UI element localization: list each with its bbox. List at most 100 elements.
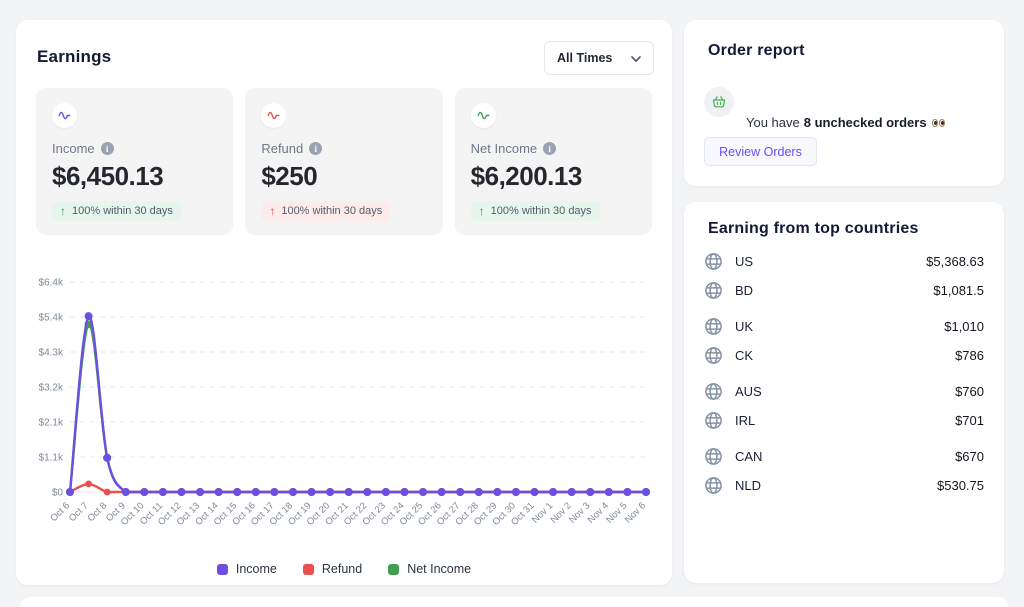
data-point-income[interactable] — [214, 488, 223, 496]
country-code: AUS — [735, 384, 762, 399]
unchecked-orders-message: You have 8 unchecked orders — [746, 115, 945, 130]
data-point-income[interactable] — [103, 453, 112, 462]
data-point-income[interactable] — [66, 488, 74, 496]
time-filter-dropdown[interactable]: All Times — [544, 41, 654, 75]
country-code: US — [735, 254, 754, 269]
activity-icon — [261, 103, 287, 128]
data-point-income[interactable] — [158, 488, 167, 496]
data-point-income[interactable] — [233, 488, 242, 496]
country-code: CAN — [735, 449, 763, 464]
data-point-income[interactable] — [177, 488, 186, 496]
series-line-income — [68, 314, 648, 494]
country-row: CK $786 — [704, 341, 984, 370]
country-code: NLD — [735, 478, 762, 493]
stat-label: Refund — [261, 141, 304, 156]
y-tick-label: $2.1k — [39, 418, 64, 429]
data-point-income[interactable] — [437, 488, 446, 496]
country-amount: $5,368.63 — [926, 254, 984, 269]
legend-swatch — [216, 563, 228, 575]
data-point-income[interactable] — [586, 488, 595, 496]
order-report-panel: Order report You have 8 unchecked orders… — [684, 20, 1004, 186]
x-tick-label: Oct 8 — [85, 500, 109, 524]
stat-label: Income — [52, 141, 95, 156]
data-point-refund[interactable] — [85, 480, 92, 488]
data-point-income[interactable] — [344, 488, 353, 496]
data-point-income[interactable] — [567, 488, 576, 496]
data-point-income[interactable] — [196, 488, 205, 496]
trend-badge: ↑ 100% within 30 days — [52, 201, 181, 221]
top-countries-panel: Earning from top countries US $5,368.63 … — [684, 202, 1004, 583]
data-point-income[interactable] — [623, 488, 632, 496]
country-code: IRL — [735, 413, 756, 428]
y-tick-label: $1.1k — [39, 453, 64, 464]
data-point-income[interactable] — [419, 488, 428, 496]
y-tick-label: $0 — [52, 488, 64, 499]
review-orders-button[interactable]: Review Orders — [704, 137, 817, 166]
country-code: UK — [735, 319, 754, 334]
info-icon[interactable]: i — [100, 142, 114, 155]
message-bold: 8 unchecked orders — [803, 115, 927, 130]
data-point-income[interactable] — [381, 488, 390, 496]
legend-item-net-income[interactable]: Net Income — [388, 562, 471, 576]
legend-label: Net Income — [407, 562, 472, 576]
data-point-income[interactable] — [270, 488, 279, 496]
country-amount: $760 — [955, 384, 984, 399]
time-filter-value: All Times — [557, 51, 613, 65]
data-point-income[interactable] — [511, 488, 520, 496]
data-point-income[interactable] — [84, 312, 93, 321]
data-point-income[interactable] — [326, 488, 335, 496]
stat-card-refund: Refund i $250 ↑ 100% within 30 days — [245, 88, 443, 235]
y-tick-label: $6.4k — [39, 278, 64, 289]
earnings-panel: Earnings All Times Income i $6,450.13 ↑ … — [16, 20, 672, 585]
globe-icon — [704, 346, 723, 365]
eyes-emoji — [931, 118, 945, 127]
x-tick-label: Nov 6 — [623, 500, 648, 525]
info-icon[interactable]: i — [543, 142, 557, 155]
message-prefix: You have — [746, 115, 800, 130]
chart-legend: Income Refund Net Income — [16, 560, 672, 578]
info-icon[interactable]: i — [309, 142, 323, 155]
review-orders-label: Review Orders — [719, 144, 802, 159]
data-point-income[interactable] — [549, 488, 558, 496]
data-point-income[interactable] — [400, 488, 409, 496]
trend-text: 100% within 30 days — [72, 205, 173, 217]
legend-item-income[interactable]: Income — [216, 562, 277, 576]
stats-row: Income i $6,450.13 ↑ 100% within 30 days… — [36, 88, 652, 235]
data-point-income[interactable] — [251, 488, 260, 496]
y-tick-label: $5.4k — [39, 313, 64, 324]
next-row-card-edge — [20, 597, 1008, 607]
data-point-income[interactable] — [140, 488, 149, 496]
legend-item-refund[interactable]: Refund — [302, 562, 363, 576]
x-tick-label: Oct 7 — [67, 500, 91, 524]
legend-label: Refund — [321, 562, 363, 576]
data-point-income[interactable] — [456, 488, 465, 496]
country-amount: $1,081.5 — [933, 283, 984, 298]
chevron-down-icon — [631, 49, 641, 67]
data-point-refund[interactable] — [103, 488, 111, 496]
globe-icon — [704, 317, 723, 336]
country-row: AUS $760 — [704, 377, 984, 406]
data-point-income[interactable] — [604, 488, 613, 496]
country-code: CK — [735, 348, 754, 363]
data-point-income[interactable] — [307, 488, 316, 496]
data-point-income[interactable] — [121, 488, 130, 496]
data-point-income[interactable] — [642, 488, 650, 496]
trend-badge: ↑ 100% within 30 days — [261, 201, 391, 221]
globe-icon — [704, 447, 723, 466]
data-point-income[interactable] — [493, 488, 502, 496]
data-point-income[interactable] — [530, 488, 539, 496]
data-point-income[interactable] — [288, 488, 297, 496]
stat-card-income: Income i $6,450.13 ↑ 100% within 30 days — [36, 88, 234, 235]
arrow-up-icon: ↑ — [269, 204, 276, 218]
trend-text: 100% within 30 days — [281, 205, 383, 217]
legend-label: Income — [235, 562, 277, 576]
globe-icon — [704, 281, 723, 300]
arrow-up-icon: ↑ — [60, 204, 66, 218]
legend-swatch — [302, 563, 314, 575]
data-point-income[interactable] — [363, 488, 372, 496]
stat-value: $6,200.13 — [470, 161, 583, 191]
earnings-heading: Earnings — [37, 47, 112, 66]
globe-icon — [704, 382, 723, 401]
country-amount: $1,010 — [944, 319, 984, 334]
data-point-income[interactable] — [474, 488, 483, 496]
